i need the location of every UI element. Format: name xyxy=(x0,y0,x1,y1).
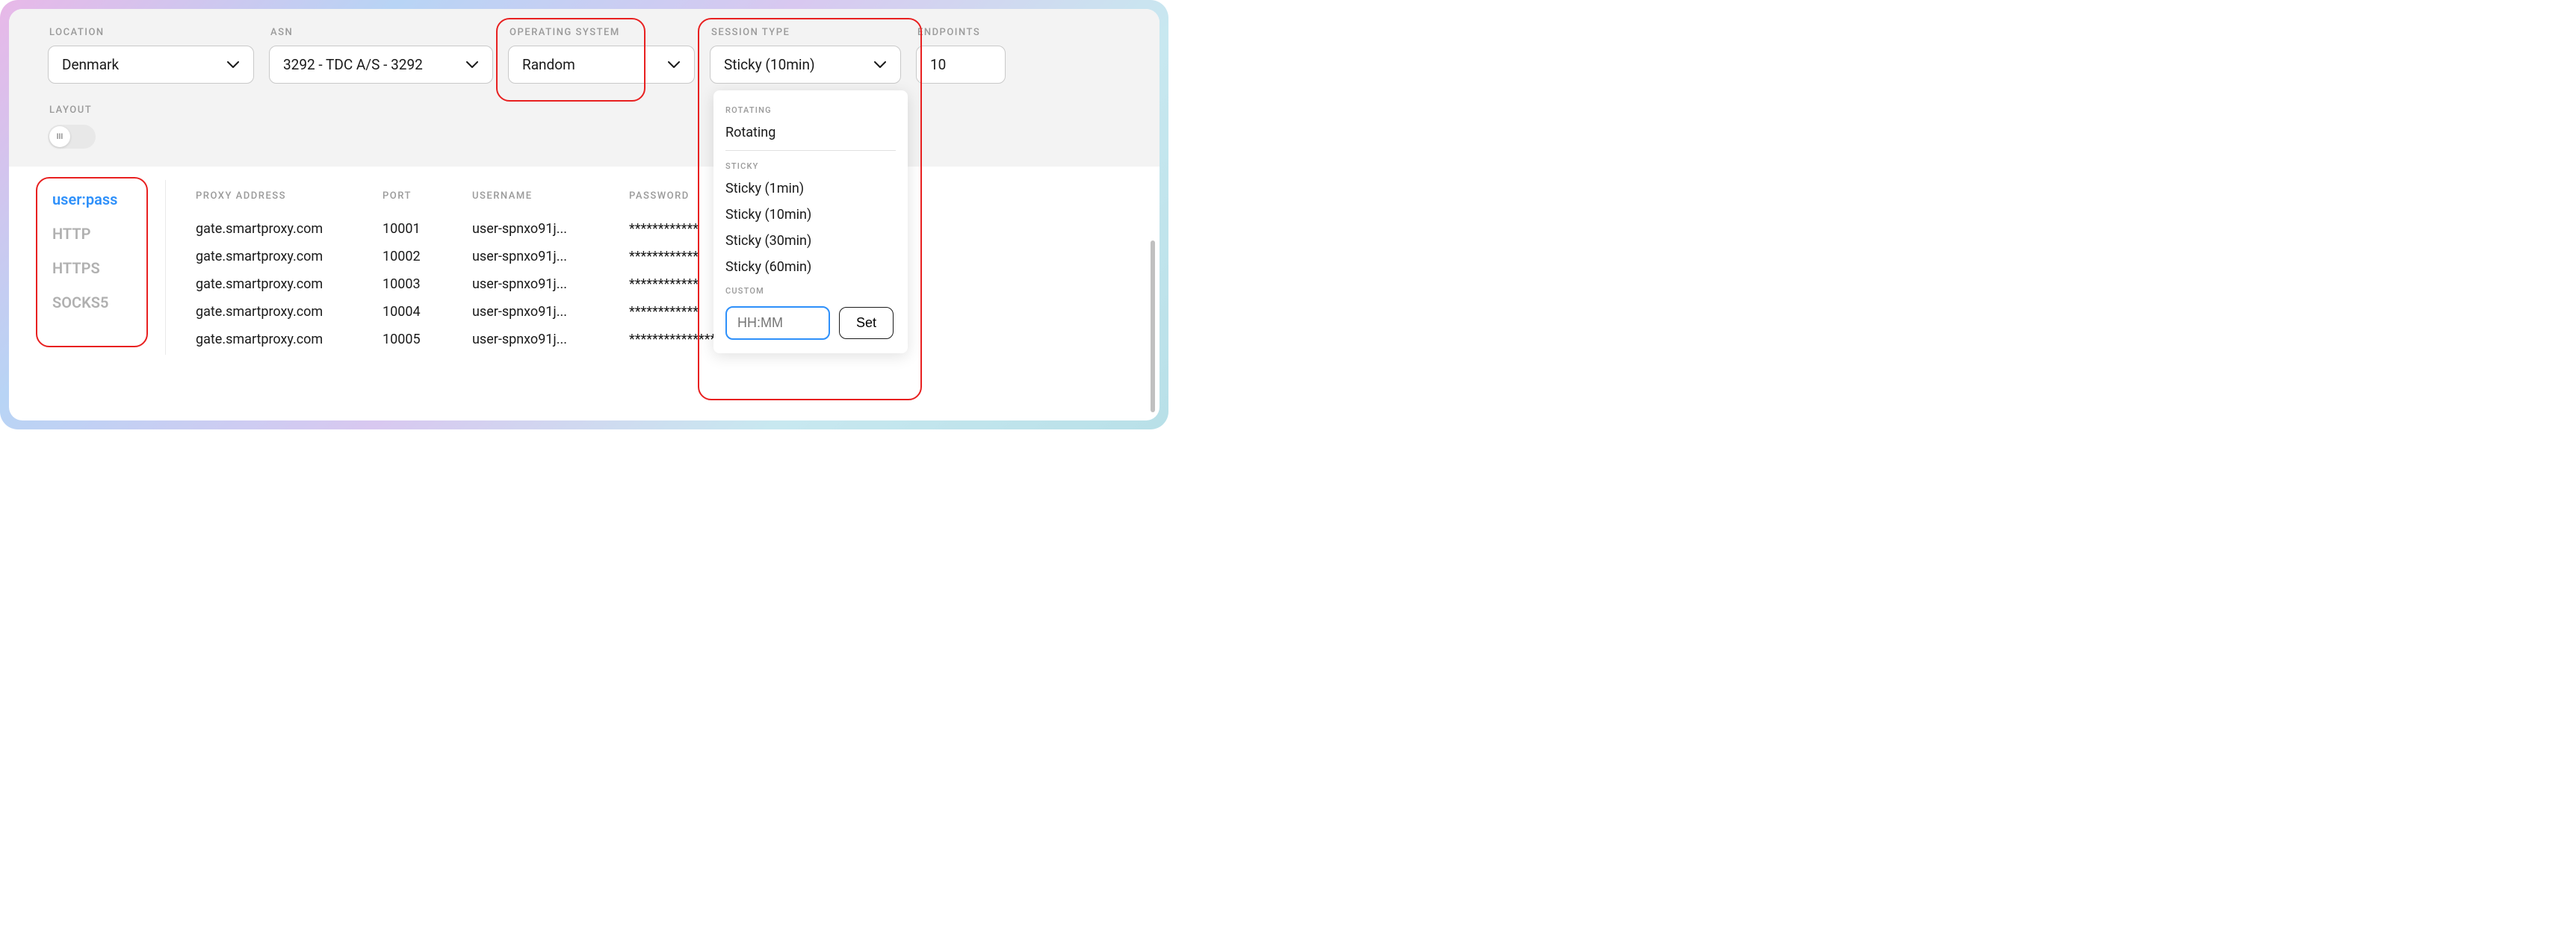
filter-location-label: LOCATION xyxy=(48,27,254,38)
table-row: gate.smartproxy.com 10003 user-spnxo91j.… xyxy=(196,270,1130,298)
tab-https[interactable]: HTTPS xyxy=(52,259,152,277)
header-username: USERNAME xyxy=(472,190,629,202)
dropdown-item-sticky-1[interactable]: Sticky (1min) xyxy=(725,176,896,202)
custom-duration-input[interactable] xyxy=(725,306,830,340)
table-header: PROXY ADDRESS PORT USERNAME PASSWORD xyxy=(196,180,1130,215)
cell-username: user-spnxo91j... xyxy=(472,276,629,292)
cell-port: 10003 xyxy=(383,276,472,292)
cell-address: gate.smartproxy.com xyxy=(196,332,383,349)
filter-endpoints: ENDPOINTS 10 xyxy=(916,27,1006,84)
location-value: Denmark xyxy=(62,56,119,73)
cell-address: gate.smartproxy.com xyxy=(196,276,383,292)
filter-asn-label: ASN xyxy=(269,27,493,38)
cell-username: user-spnxo91j... xyxy=(472,304,629,320)
chevron-down-icon xyxy=(226,58,240,72)
chevron-down-icon xyxy=(465,58,479,72)
filter-session: SESSION TYPE Sticky (10min) ROTATING Rot… xyxy=(710,27,901,84)
cell-address: gate.smartproxy.com xyxy=(196,221,383,237)
cell-port: 10005 xyxy=(383,332,472,349)
dropdown-item-rotating[interactable]: Rotating xyxy=(725,119,896,146)
table-row: gate.smartproxy.com 10001 user-spnxo91j.… xyxy=(196,215,1130,243)
filter-session-label: SESSION TYPE xyxy=(710,27,901,38)
filter-os: OPERATING SYSTEM Random xyxy=(508,27,695,84)
session-select[interactable]: Sticky (10min) xyxy=(710,46,901,84)
cell-port: 10004 xyxy=(383,304,472,320)
dropdown-item-sticky-60[interactable]: Sticky (60min) xyxy=(725,254,896,280)
custom-row: Set xyxy=(725,306,896,340)
cell-port: 10002 xyxy=(383,249,472,264)
set-button[interactable]: Set xyxy=(839,307,894,339)
tab-http[interactable]: HTTP xyxy=(52,225,152,243)
asn-value: 3292 - TDC A/S - 3292 xyxy=(283,56,423,73)
endpoints-input[interactable]: 10 xyxy=(916,46,1006,84)
tab-userpass[interactable]: user:pass xyxy=(52,190,152,208)
dropdown-group-sticky-label: STICKY xyxy=(725,155,896,176)
filter-asn: ASN 3292 - TDC A/S - 3292 xyxy=(269,27,493,84)
dropdown-group-custom-label: CUSTOM xyxy=(725,280,896,300)
table-row: gate.smartproxy.com 10004 user-spnxo91j.… xyxy=(196,298,1130,326)
scrollbar[interactable] xyxy=(1151,240,1155,412)
os-value: Random xyxy=(522,56,575,73)
cell-address: gate.smartproxy.com xyxy=(196,304,383,320)
chevron-down-icon xyxy=(667,58,681,72)
dropdown-divider xyxy=(725,150,896,151)
dropdown-item-sticky-10[interactable]: Sticky (10min) xyxy=(725,202,896,228)
layout-section: LAYOUT III xyxy=(48,105,1121,149)
table-row: gate.smartproxy.com 10005 user-spnxo91j.… xyxy=(196,326,1130,355)
cell-username: user-spnxo91j... xyxy=(472,332,629,349)
filter-os-label: OPERATING SYSTEM xyxy=(508,27,695,38)
layout-toggle[interactable]: III xyxy=(48,125,96,149)
app-panel: LOCATION Denmark ASN 3292 - TDC A/S - 32… xyxy=(9,9,1159,420)
endpoints-value: 10 xyxy=(930,56,946,73)
location-select[interactable]: Denmark xyxy=(48,46,254,84)
chevron-down-icon xyxy=(873,58,887,72)
table-section: user:pass HTTP HTTPS SOCKS5 PROXY ADDRES… xyxy=(9,167,1159,355)
os-select[interactable]: Random xyxy=(508,46,695,84)
table-row: gate.smartproxy.com 10002 user-spnxo91j.… xyxy=(196,243,1130,270)
cell-port: 10001 xyxy=(383,221,472,237)
gradient-frame: LOCATION Denmark ASN 3292 - TDC A/S - 32… xyxy=(0,0,1168,429)
header-port: PORT xyxy=(383,190,472,202)
layout-label: LAYOUT xyxy=(48,105,1121,116)
cell-username: user-spnxo91j... xyxy=(472,249,629,264)
side-tabs: user:pass HTTP HTTPS SOCKS5 xyxy=(39,180,166,355)
toggle-knob-icon: III xyxy=(49,126,70,147)
proxy-table: PROXY ADDRESS PORT USERNAME PASSWORD gat… xyxy=(166,180,1130,355)
session-dropdown: ROTATING Rotating STICKY Sticky (1min) S… xyxy=(713,90,908,353)
asn-select[interactable]: 3292 - TDC A/S - 3292 xyxy=(269,46,493,84)
cell-username: user-spnxo91j... xyxy=(472,221,629,237)
cell-address: gate.smartproxy.com xyxy=(196,249,383,264)
tab-socks5[interactable]: SOCKS5 xyxy=(52,294,152,311)
dropdown-item-sticky-30[interactable]: Sticky (30min) xyxy=(725,228,896,254)
filter-location: LOCATION Denmark xyxy=(48,27,254,84)
filter-row: LOCATION Denmark ASN 3292 - TDC A/S - 32… xyxy=(48,27,1121,84)
filters-section: LOCATION Denmark ASN 3292 - TDC A/S - 32… xyxy=(9,9,1159,167)
filter-endpoints-label: ENDPOINTS xyxy=(916,27,1006,38)
session-value: Sticky (10min) xyxy=(724,56,815,73)
dropdown-group-rotating-label: ROTATING xyxy=(725,99,896,119)
header-address: PROXY ADDRESS xyxy=(196,190,383,202)
